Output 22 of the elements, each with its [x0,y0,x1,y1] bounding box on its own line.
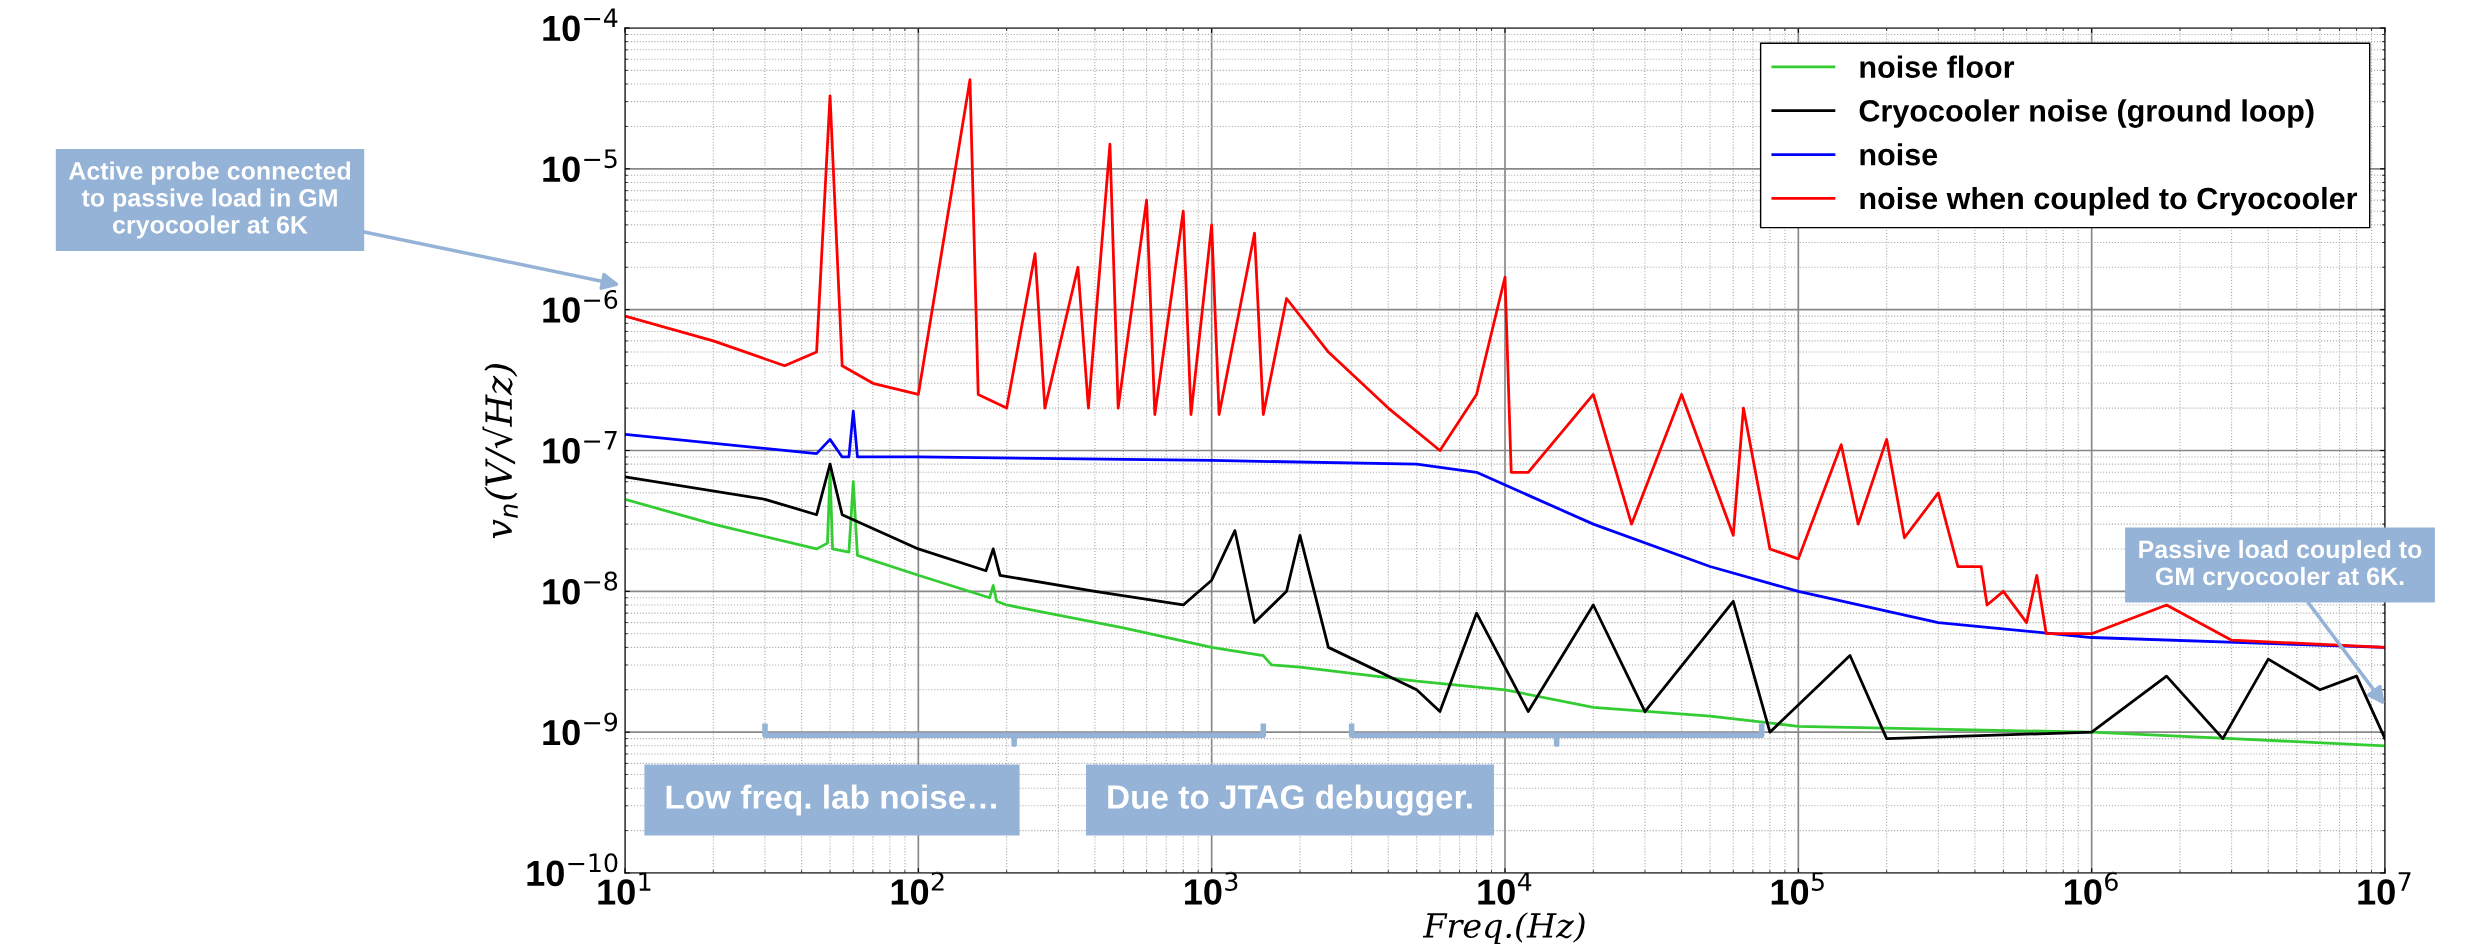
y-axis-title: v$_{n}$(V/√Hz) [482,364,518,539]
annotation: Due to JTAG debugger. [1108,784,1472,816]
x-tick-label: 10$^{5}$ [1771,872,1824,905]
y-tick-label: 10$^{−4}$ [543,8,618,42]
y-tick-label: 10$^{−6}$ [543,289,618,323]
y-tick-label: 10$^{−8}$ [543,571,618,605]
y-tick-label: 10$^{−7}$ [543,431,617,464]
legend-label: noise [1860,143,1938,166]
legend-label: Cryocooler noise (ground loop) [1859,99,2314,128]
x-tick-label: 10$^{6}$ [2065,871,2118,905]
text: Active probe connected to passive load in GM cryocooler at 6K [68,161,351,239]
annotation: Passive load coupled to GM cryocooler at 6K. [2139,539,2422,591]
legend-label: noise floor [1860,55,2015,78]
annotation: Low freq. lab noise… [666,784,996,816]
x-tick-label: 10$^{4}$ [1478,872,1532,905]
y-tick-label: 10$^{−9}$ [543,712,618,746]
legend-label: noise when coupled to Cryocooler [1860,186,2358,216]
x-tick-label: 10$^{3}$ [1185,871,1238,905]
x-axis-title: Freq.(Hz) [1422,912,1585,944]
y-tick-label: 10$^{−5}$ [543,149,617,183]
x-tick-label: 10$^{7}$ [2358,872,2411,905]
x-tick-label: 10$^{2}$ [891,871,944,905]
